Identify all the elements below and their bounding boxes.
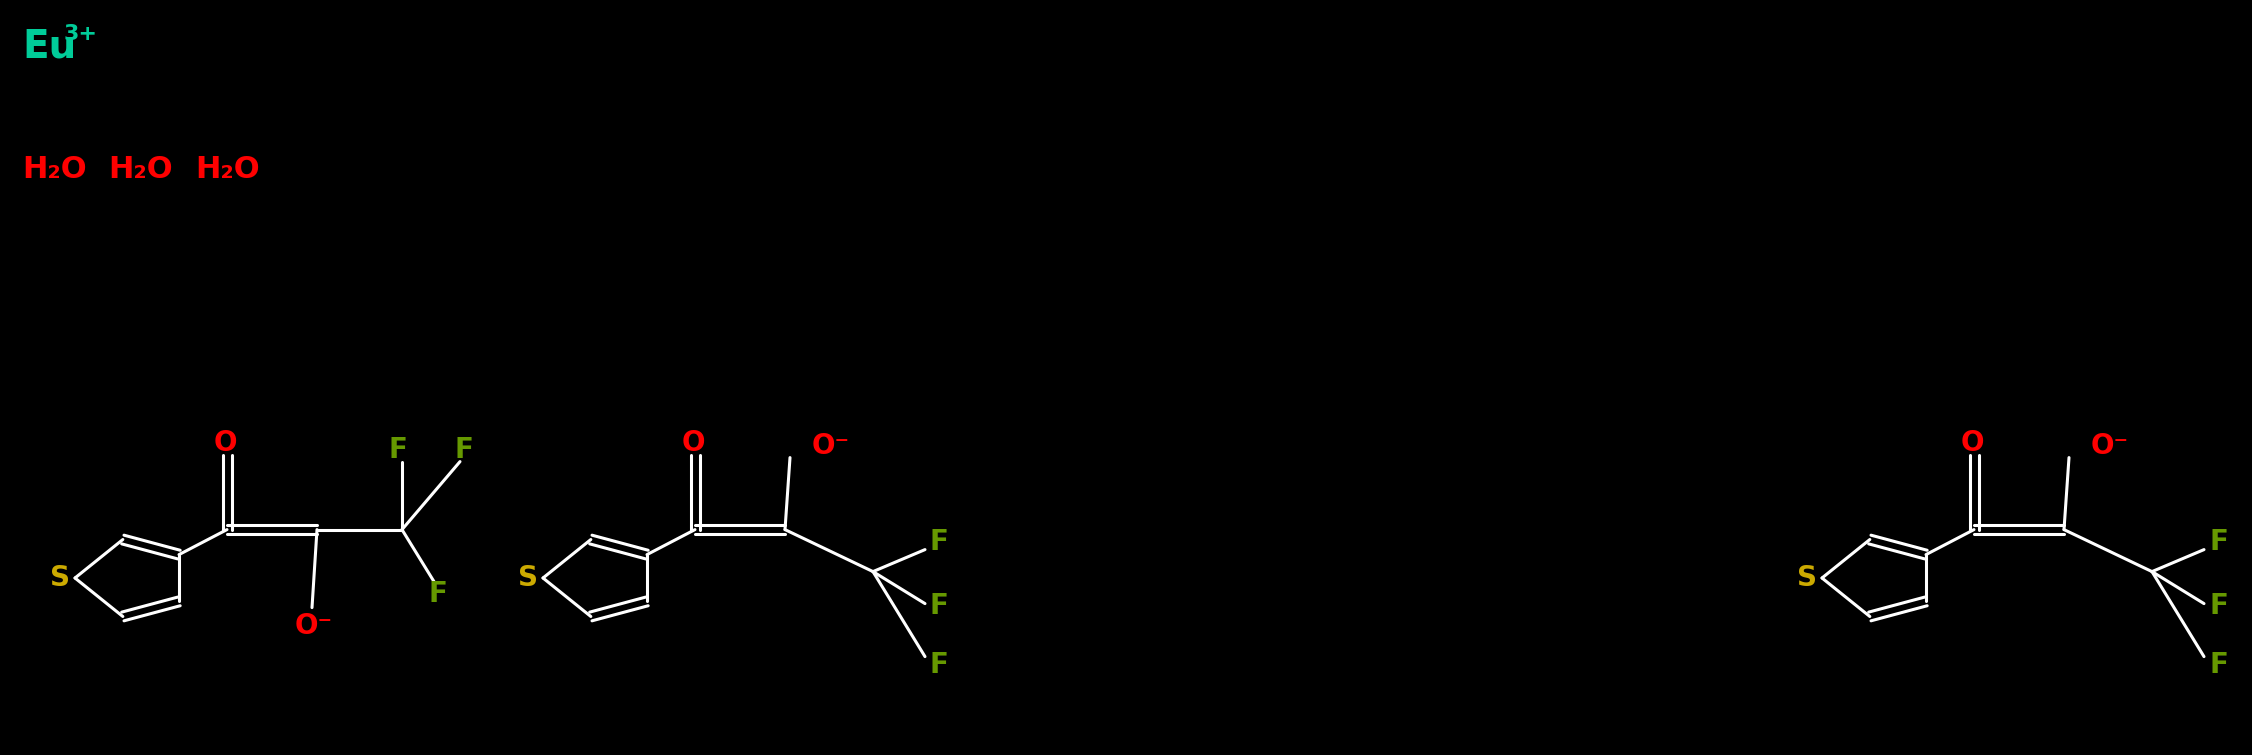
Text: F: F [930,592,948,620]
Text: O⁻: O⁻ [2092,432,2128,460]
Text: F: F [2209,651,2227,679]
Text: F: F [2209,528,2227,556]
Text: S: S [518,564,538,592]
Text: F: F [455,436,473,464]
Text: F: F [2209,592,2227,620]
Text: O: O [682,429,705,457]
Text: S: S [50,564,70,592]
Text: H₂O: H₂O [196,155,259,184]
Text: O: O [1959,429,1984,457]
Text: O⁻: O⁻ [295,612,333,639]
Text: F: F [930,528,948,556]
Text: O: O [214,429,236,457]
Text: Eu: Eu [23,28,77,66]
Text: F: F [930,651,948,679]
Text: F: F [428,580,448,608]
Text: O⁻: O⁻ [813,432,849,460]
Text: 3+: 3+ [63,24,99,44]
Text: F: F [390,436,408,464]
Text: H₂O: H₂O [23,155,86,184]
Text: S: S [1797,564,1817,592]
Text: H₂O: H₂O [108,155,173,184]
